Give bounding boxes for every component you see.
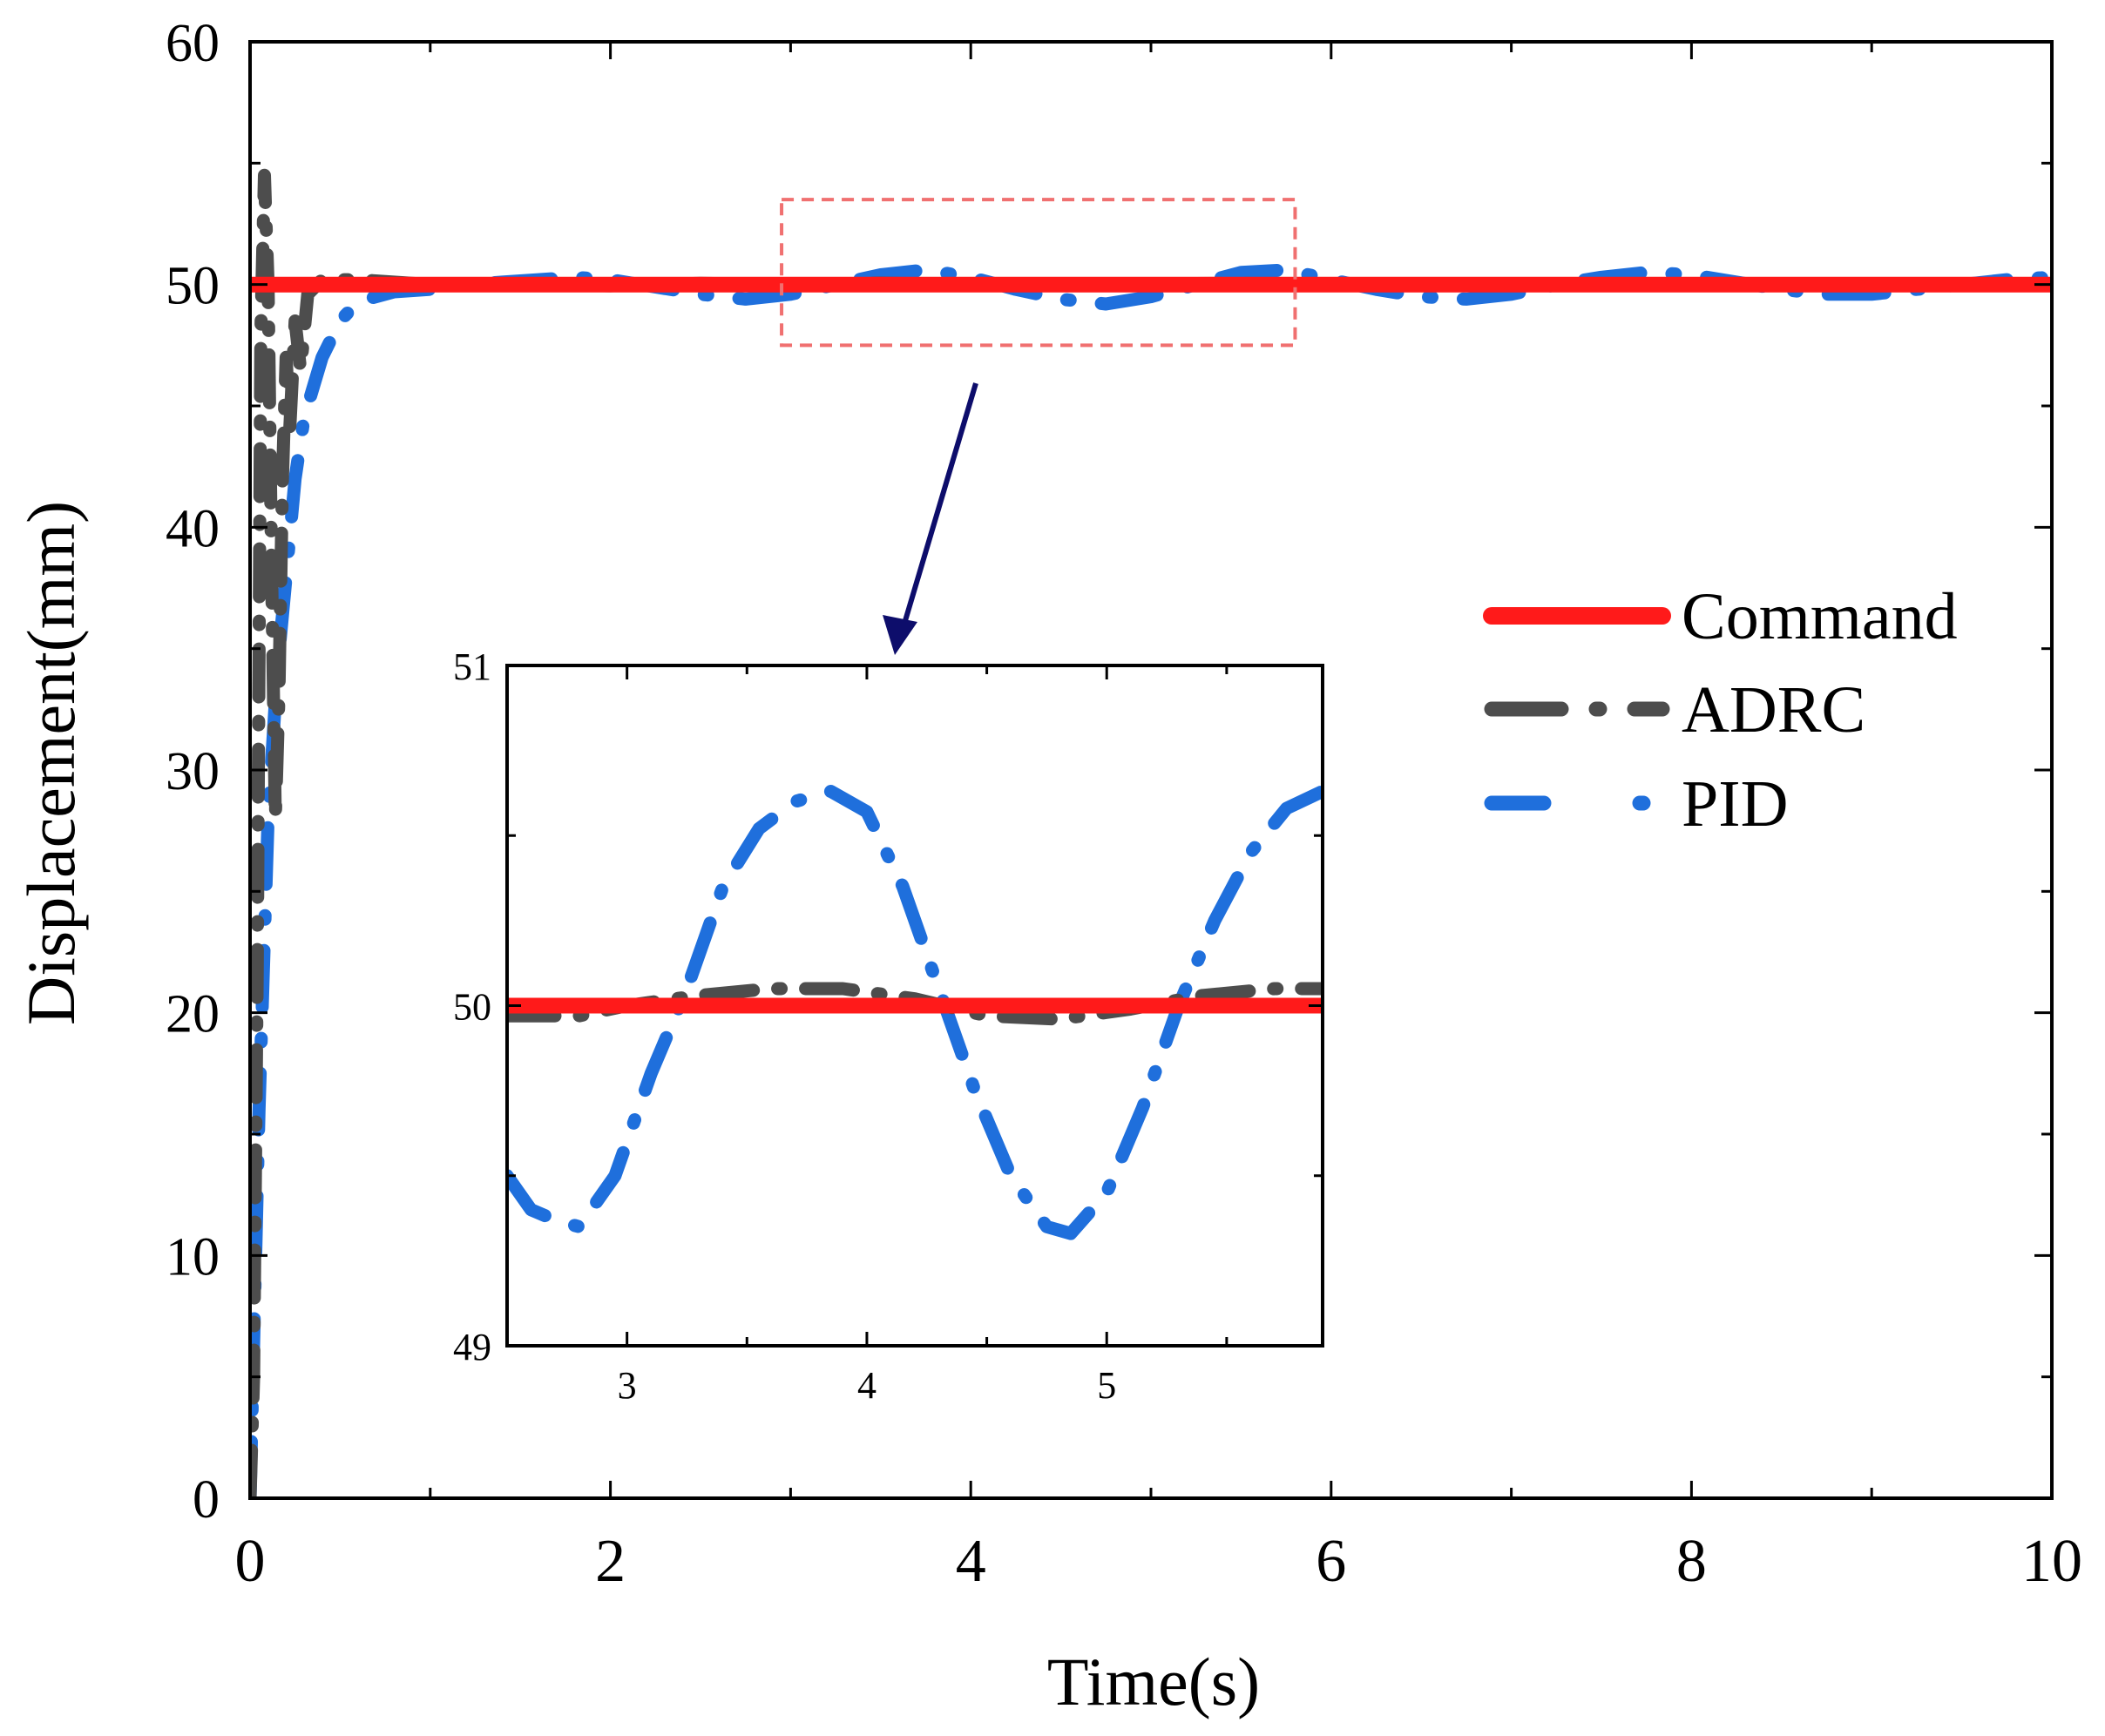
legend: Command ADRC PID <box>1483 580 1958 841</box>
x-tick-label: 4 <box>956 1528 986 1595</box>
legend-label-command: Command <box>1682 580 1958 653</box>
zoom-arrow-head <box>883 615 917 655</box>
inset-x-tick-label: 4 <box>857 1364 877 1407</box>
x-tick-label: 2 <box>595 1528 626 1595</box>
inset-y-tick-label: 50 <box>453 986 491 1029</box>
zoom-annotation <box>780 198 1297 655</box>
inset-y-tick-label: 51 <box>453 645 491 688</box>
y-tick-label: 50 <box>166 257 220 316</box>
legend-label-pid: PID <box>1682 767 1788 841</box>
inset-y-tick-label: 49 <box>453 1326 491 1368</box>
x-axis-label: Time(s) <box>1047 1644 1260 1719</box>
main-axes: 0 2 4 6 8 10 0 10 20 30 40 50 60 <box>166 14 2082 1595</box>
x-tick-label: 6 <box>1316 1528 1346 1595</box>
inset-axes: 3 4 5 49 50 51 <box>453 645 1324 1407</box>
main-plot-area <box>250 168 2052 1498</box>
y-tick-label: 20 <box>166 985 220 1044</box>
legend-label-adrc: ADRC <box>1682 673 1865 746</box>
y-tick-label: 60 <box>166 14 220 73</box>
zoom-arrow-shaft <box>899 382 978 633</box>
x-tick-label: 10 <box>2021 1528 2082 1595</box>
zoom-region-box <box>780 198 1297 348</box>
y-axis-label: Displacement(mm) <box>13 501 89 1025</box>
inset-plot-area <box>507 665 1323 1346</box>
inset-x-tick-label: 5 <box>1097 1364 1116 1407</box>
main-axis-labels: Time(s) Displacement(mm) <box>13 501 1260 1719</box>
x-tick-label: 8 <box>1676 1528 1707 1595</box>
x-tick-label: 0 <box>235 1528 266 1595</box>
y-tick-label: 30 <box>166 742 220 801</box>
y-tick-label: 10 <box>166 1227 220 1287</box>
y-tick-label: 0 <box>193 1470 220 1530</box>
y-tick-label: 40 <box>166 499 220 558</box>
inset-x-tick-label: 3 <box>618 1364 637 1407</box>
